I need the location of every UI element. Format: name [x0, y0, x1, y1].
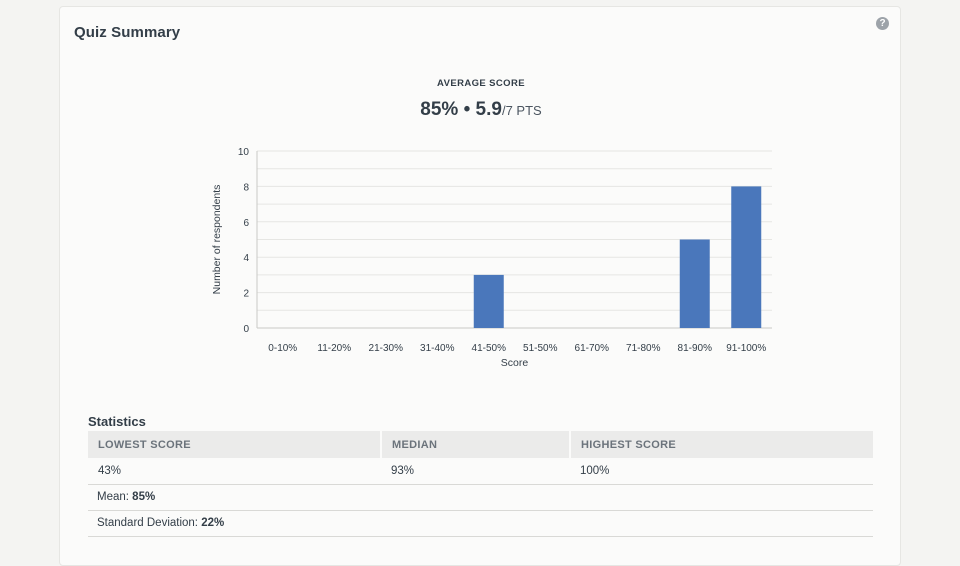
y-tick-label: 0	[243, 324, 249, 335]
bar-91-100%	[731, 186, 762, 328]
y-tick-label: 6	[243, 218, 249, 229]
average-score-value: 85% • 5.9/7 PTS	[60, 99, 902, 121]
standard-deviation-label: Standard Deviation:	[97, 517, 199, 529]
statistics-table: LOWEST SCORE MEDIAN HIGHEST SCORE 43% 93…	[88, 431, 873, 537]
mean-value: 85%	[132, 491, 156, 503]
table-row: Standard Deviation: 22%	[88, 510, 873, 537]
mean-cell: Mean: 85%	[88, 484, 873, 511]
y-tick-label: 10	[238, 147, 250, 158]
x-tick-label: 71-80%	[626, 343, 661, 354]
average-points: 5.9	[475, 99, 502, 120]
x-tick-label: 21-30%	[369, 343, 404, 354]
x-tick-label: 91-100%	[726, 343, 766, 354]
y-tick-label: 4	[243, 253, 249, 264]
statistics-header-row: LOWEST SCORE MEDIAN HIGHEST SCORE	[88, 431, 873, 458]
standard-deviation-cell: Standard Deviation: 22%	[88, 510, 873, 537]
mean-label: Mean:	[97, 491, 129, 503]
lowest-score-value: 43%	[88, 458, 381, 485]
x-tick-label: 0-10%	[268, 343, 297, 354]
chart-svg: 0 2 4 6 8 10 0-10% 11-20% 21-30% 31-40% 41-50% 51-5…	[211, 147, 772, 369]
quiz-summary-card: Quiz Summary ? AVERAGE SCORE 85% • 5.9/7…	[59, 6, 901, 566]
x-tick-label: 81-90%	[678, 343, 713, 354]
average-percent: 85%	[420, 99, 459, 120]
highest-score-value: 100%	[570, 458, 873, 485]
x-axis-label: Score	[501, 357, 529, 369]
statistics-title: Statistics	[88, 414, 146, 429]
header-highest-score: HIGHEST SCORE	[570, 431, 873, 458]
standard-deviation-value: 22%	[201, 517, 225, 529]
average-separator: •	[463, 99, 471, 120]
header-lowest-score: LOWEST SCORE	[88, 431, 382, 458]
x-tick-label: 31-40%	[420, 343, 455, 354]
y-tick-label: 8	[243, 182, 249, 193]
average-points-suffix: /7 PTS	[501, 103, 542, 118]
bar-81-90%	[679, 239, 710, 328]
card-title: Quiz Summary	[74, 24, 181, 41]
question-circle-icon[interactable]: ?	[876, 17, 889, 30]
x-tick-label: 41-50%	[472, 343, 507, 354]
y-axis-label: Number of respondents	[211, 185, 223, 295]
x-tick-label: 11-20%	[317, 343, 351, 354]
y-tick-label: 2	[243, 289, 249, 300]
bar-41-50%	[473, 274, 504, 328]
x-tick-label: 61-70%	[575, 343, 610, 354]
table-row: Mean: 85%	[88, 484, 873, 511]
x-tick-label: 51-50%	[523, 343, 558, 354]
header-median: MEDIAN	[381, 431, 571, 458]
median-value: 93%	[381, 458, 570, 485]
average-score-label: AVERAGE SCORE	[437, 78, 525, 89]
table-row: 43% 93% 100%	[88, 458, 873, 485]
score-distribution-chart: 0 2 4 6 8 10 0-10% 11-20% 21-30% 31-40% 41-50% 51-5…	[205, 137, 805, 382]
